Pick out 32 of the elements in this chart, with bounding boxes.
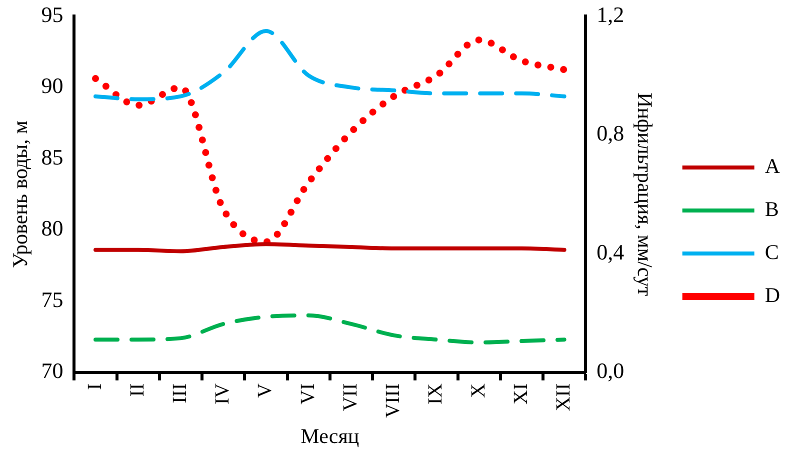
line-series: [94, 29, 566, 102]
y2-tick-label: 0,8: [596, 120, 624, 146]
x-tick-label: I: [84, 383, 106, 390]
y-tick-label: 70: [41, 358, 64, 384]
x-tick-label: IX: [424, 382, 447, 404]
y2-tick-label: 0,4: [596, 239, 624, 264]
x-axis-title: Месяц: [300, 424, 360, 448]
y-tick-label: 85: [41, 144, 64, 170]
legend-label: A: [764, 154, 781, 178]
x-tick-label: VIII: [382, 383, 404, 418]
x-tick-label: VII: [339, 383, 362, 412]
x-tick-label: VI: [296, 383, 319, 404]
x-tick-label: V: [254, 382, 276, 398]
y-tick-label: 75: [41, 286, 64, 312]
y2-tick-label: 0,0: [596, 358, 624, 384]
y-tick-label: 90: [41, 73, 64, 98]
x-tick-label: XI: [510, 383, 532, 404]
y2-tick-label: 1,2: [596, 2, 624, 27]
x-tick-label: XII: [552, 383, 575, 412]
y-tick-label: 80: [41, 216, 64, 241]
x-tick-label: IV: [212, 382, 234, 404]
legend-label: D: [764, 283, 780, 308]
x-tick-label: III: [169, 383, 191, 404]
x-tick-label: X: [467, 382, 490, 398]
line-series: [94, 242, 566, 254]
legend-label: C: [764, 240, 779, 264]
legend-label: B: [764, 197, 779, 222]
y-tick-label: 95: [41, 2, 64, 27]
line-series: [94, 313, 566, 344]
y2-axis-title: Инфильтрация, мм/сут: [633, 92, 658, 296]
y-axis-title: Уровень воды, м: [8, 120, 32, 268]
x-tick-label: II: [126, 383, 148, 397]
